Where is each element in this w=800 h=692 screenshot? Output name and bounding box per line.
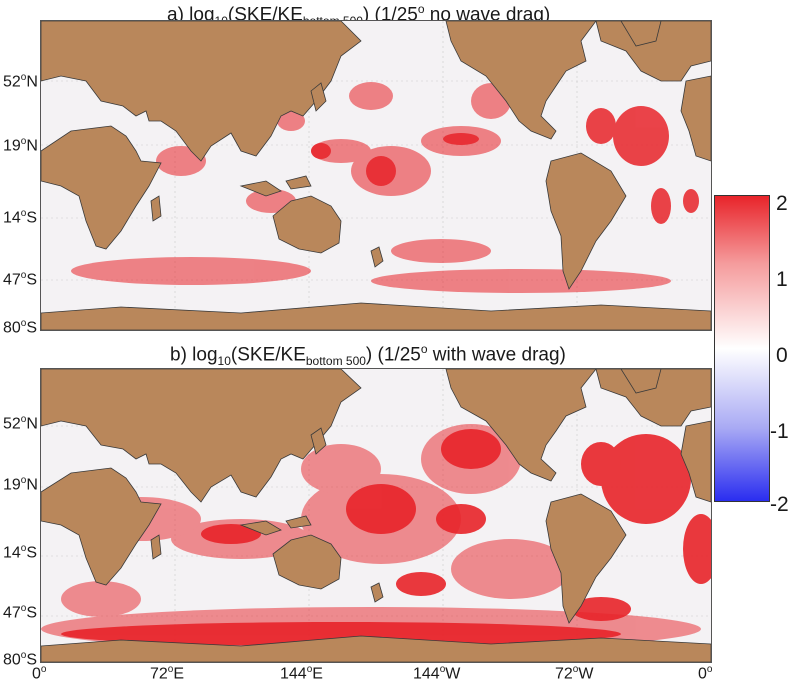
lat-label-52n-b: 52oN [3, 414, 38, 433]
colorbar-tick-1: 1 [776, 268, 788, 291]
lat-label-19n-a: 19oN [3, 136, 38, 155]
lon-label-0-right: 0o [698, 664, 713, 683]
colorbar [714, 195, 770, 502]
lat-label-52n-a: 52oN [3, 72, 38, 91]
lon-label-0: 0o [32, 664, 47, 683]
colorbar-tick-0: 0 [776, 344, 788, 367]
lat-label-80s-b: 80oS [3, 650, 38, 669]
lon-label-72w: 72oW [555, 664, 594, 683]
lat-label-14s-b: 14oS [3, 543, 38, 562]
lat-label-80s-a: 80oS [3, 318, 38, 337]
colorbar-tick-2: 2 [776, 192, 788, 215]
lon-label-144w: 144oW [413, 664, 461, 683]
lon-label-72e: 72oE [150, 664, 185, 683]
colorbar-tick-neg2: -2 [770, 493, 789, 516]
lon-label-144e: 144oE [280, 664, 323, 683]
lat-label-47s-b: 47oS [3, 603, 38, 622]
lat-label-47s-a: 47oS [3, 270, 38, 289]
colorbar-tick-neg1: -1 [770, 420, 789, 443]
map-panel-b [40, 368, 712, 663]
map-a-svg [41, 21, 711, 330]
lat-label-19n-b: 19oN [3, 475, 38, 494]
map-panel-a [40, 20, 712, 331]
map-b-svg [41, 369, 711, 662]
panel-b-title: b) log10(SKE/KEbottom 500) (1/25o with w… [170, 342, 566, 369]
lat-label-14s-a: 14oS [3, 208, 38, 227]
